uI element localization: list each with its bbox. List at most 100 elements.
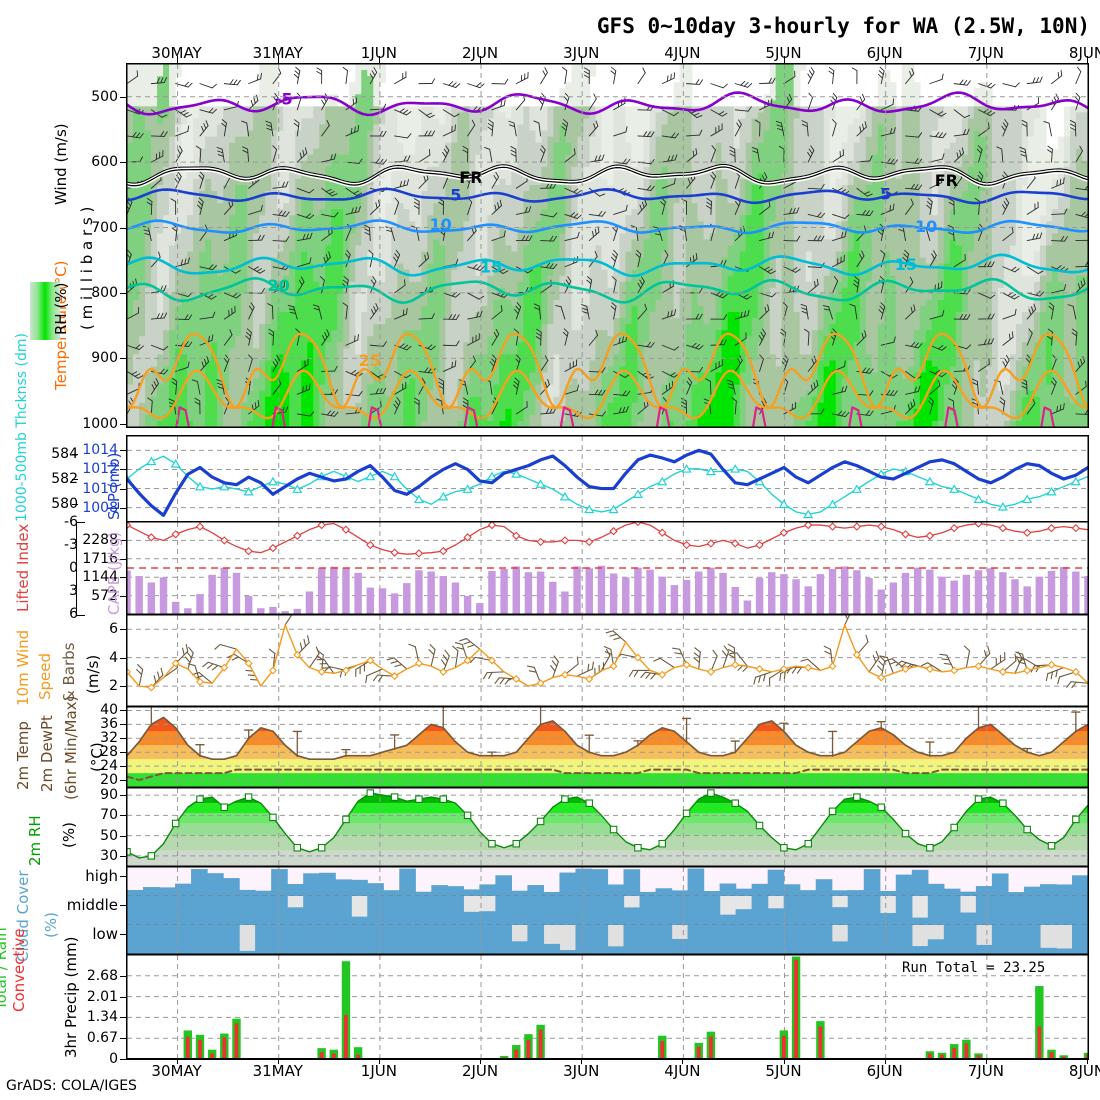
tick-pressure-700: 700	[91, 219, 118, 236]
tick-mark	[120, 724, 126, 726]
date-label-1jun: 1JUN	[360, 1062, 397, 1080]
tick-temp-28: 28	[100, 744, 118, 761]
date-tick	[985, 56, 987, 63]
date-tick	[176, 1058, 178, 1064]
date-label-2jun: 2JUN	[461, 44, 499, 62]
date-tick	[378, 56, 380, 63]
tick-cape-572: 572	[91, 587, 118, 604]
date-label-7jun: 7JUN	[967, 1062, 1004, 1080]
tick-mark	[72, 504, 78, 506]
tick-mark	[120, 488, 126, 490]
cloud-row-label-middle: middle	[66, 895, 118, 914]
tick-wind-6: 6	[109, 621, 118, 638]
tick-rh-30: 30	[100, 847, 118, 864]
date-tick	[480, 56, 482, 63]
contour-label: -5	[275, 89, 293, 108]
tick-mark	[120, 686, 126, 688]
contour-label: FR	[935, 171, 958, 190]
tick-precip-2.68: 2.68	[86, 967, 118, 984]
rh-color-swatch	[30, 282, 60, 340]
date-label-31may: 31MAY	[252, 44, 303, 62]
panel-temp-dewpt	[126, 706, 1089, 788]
contour-label: 25	[359, 351, 381, 370]
axis-title-wind: Wind (m/s)	[52, 123, 70, 205]
date-tick	[581, 56, 583, 63]
axis-title-wind-barbs: & Barbs	[60, 642, 78, 702]
cloud-row-label-low: low	[92, 924, 118, 943]
tick-mark	[120, 766, 126, 768]
tick-mark	[120, 752, 126, 754]
tick-thickness-580: 580	[51, 496, 78, 513]
date-label-31may: 31MAY	[252, 1062, 303, 1080]
date-label-1jun: 1JUN	[360, 44, 397, 62]
tick-mark	[120, 657, 126, 659]
tick-mark	[120, 595, 126, 597]
page-title: GFS 0~10day 3-hourly for WA (2.5W, 10N)	[596, 14, 1090, 38]
bottom-axis-line	[126, 1058, 1087, 1059]
tick-mark	[120, 933, 126, 935]
date-tick	[581, 1058, 583, 1064]
tick-precip-1.34: 1.34	[86, 1009, 118, 1026]
tick-li-6: 6	[69, 606, 78, 622]
lifted-index-bracket	[76, 522, 85, 616]
tick-li-0: 0	[69, 560, 78, 576]
tick-mark	[120, 996, 126, 998]
date-tick	[884, 56, 886, 63]
tick-mark	[120, 904, 126, 906]
date-label-8jun: 8JUN	[1068, 1062, 1100, 1080]
panel-upper-air: -5 FR FR 5 5 10 10 15 15 20 25	[126, 63, 1089, 428]
tick-mark	[120, 710, 126, 712]
date-tick	[378, 1058, 380, 1064]
date-label-4jun: 4JUN	[664, 44, 701, 62]
tick-mark	[120, 577, 126, 579]
axis-title-thickness: 1000-500mb Thcknss (dm)	[14, 333, 30, 522]
tick-rh-70: 70	[100, 807, 118, 824]
panel-2m-rh	[126, 787, 1089, 867]
axis-title-precip: 3hr Precip (mm)	[62, 936, 80, 1058]
date-tick	[985, 1058, 987, 1064]
tick-pressure-600: 600	[91, 154, 118, 171]
date-tick	[884, 1058, 886, 1064]
axis-title-millibars: ( m i l l i b a r s )	[78, 206, 96, 330]
axis-title-temp-units: (°C)	[88, 742, 106, 772]
axis-title-cape: CAPE (J/kg)	[105, 531, 123, 615]
axis-title-rh-units: (%)	[60, 822, 78, 848]
date-tick	[277, 56, 279, 63]
tick-thickness-582: 582	[51, 471, 78, 487]
tick-thickness-584: 584	[51, 445, 78, 462]
tick-li-3: 3	[69, 583, 78, 599]
tick-temp-24: 24	[100, 758, 118, 775]
tick-precip-0: 0	[109, 1051, 118, 1067]
contour-label: 15	[895, 255, 917, 274]
date-tick	[176, 56, 178, 63]
tick-mark	[120, 558, 126, 560]
tick-mark	[120, 423, 126, 425]
tick-cape-1716: 1716	[82, 550, 118, 567]
tick-slp-1012: 1012	[82, 461, 118, 478]
date-tick	[783, 56, 785, 63]
tick-precip-0.67: 0.67	[86, 1030, 118, 1047]
tick-mark	[120, 540, 126, 542]
date-label-30may: 30MAY	[151, 44, 202, 62]
date-label-7jun: 7JUN	[967, 44, 1004, 62]
date-tick	[480, 1058, 482, 1064]
date-label-2jun: 2JUN	[461, 1062, 499, 1080]
tick-mark	[72, 453, 78, 455]
date-label-6jun: 6JUN	[866, 1062, 903, 1080]
contour-label: 10	[915, 217, 937, 236]
credit-label: GrADS: COLA/IGES	[6, 1078, 137, 1094]
tick-slp-1014: 1014	[82, 442, 118, 459]
tick-mark	[120, 1017, 126, 1019]
axis-title-precip-conv: Convective	[10, 928, 28, 1012]
tick-mark	[120, 835, 126, 837]
tick-mark	[120, 507, 126, 509]
tick-slp-1008: 1008	[82, 499, 118, 516]
date-tick	[682, 56, 684, 63]
date-tick	[783, 1058, 785, 1064]
axis-title-minmax: (6hr Min/Max)	[62, 695, 80, 800]
tick-mark	[120, 450, 126, 452]
axis-title-2m-temp: 2m Temp	[14, 721, 32, 790]
tick-mark	[120, 875, 126, 877]
contour-label: 15	[480, 258, 502, 277]
